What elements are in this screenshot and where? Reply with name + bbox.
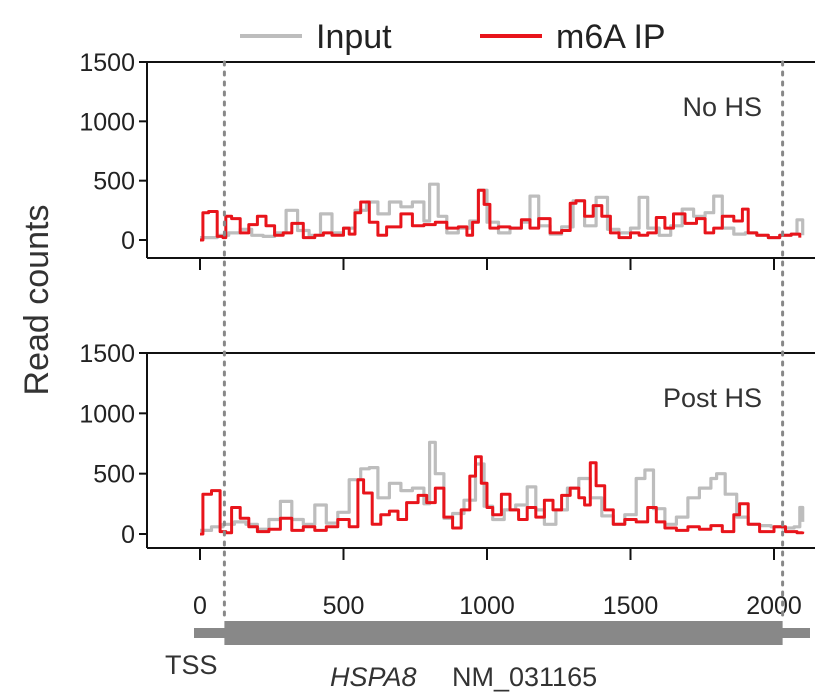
gene-cds-bar xyxy=(224,621,783,645)
y-tick-label: 500 xyxy=(93,461,135,489)
y-tick-label: 0 xyxy=(121,521,135,549)
legend: Input m6A IP xyxy=(240,18,666,56)
x-tick-label: 500 xyxy=(323,592,365,620)
x-tick-label: 1500 xyxy=(603,592,659,620)
panel-label: No HS xyxy=(682,92,762,122)
y-tick-label: 1500 xyxy=(79,49,135,77)
series-line-m6a-ip xyxy=(200,455,805,536)
x-tick-label: 1000 xyxy=(459,592,515,620)
tss-label: TSS xyxy=(165,650,218,680)
y-tick-label: 500 xyxy=(93,168,135,196)
series-line-input xyxy=(200,440,805,532)
gene-accession: NM_031165 xyxy=(452,662,597,692)
panel-post-hs: 0 500 1000 1500 0 500 1000 1500 2000 Post HS xyxy=(79,340,815,620)
x-tick-label: 0 xyxy=(193,592,207,620)
cds-boundary-lines xyxy=(222,60,785,624)
series-line-m6a-ip xyxy=(200,188,802,242)
panel-no-hs: 0 500 1000 1500 No HS xyxy=(79,49,815,270)
legend-label-m6a-ip: m6A IP xyxy=(556,18,666,56)
y-tick-label: 1000 xyxy=(79,400,135,428)
x-tick-label: 2000 xyxy=(746,592,802,620)
y-tick-label: 0 xyxy=(121,227,135,255)
gene-name: HSPA8 xyxy=(330,662,417,692)
legend-label-input: Input xyxy=(316,18,392,56)
gene-model: TSS HSPA8 NM_031165 xyxy=(165,621,810,692)
y-tick-label: 1000 xyxy=(79,108,135,136)
panel-label: Post HS xyxy=(663,383,762,413)
y-axis-label: Read counts xyxy=(18,205,56,396)
y-tick-label: 1500 xyxy=(79,340,135,368)
